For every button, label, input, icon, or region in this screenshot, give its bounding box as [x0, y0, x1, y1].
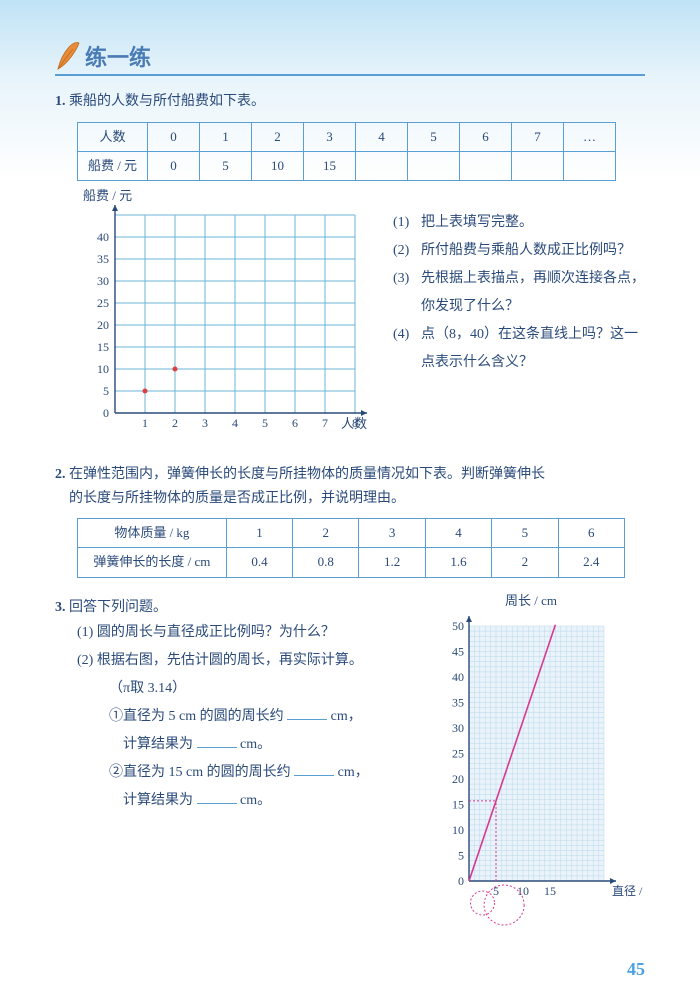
chart-x-label: 人数	[341, 413, 367, 435]
svg-text:20: 20	[452, 772, 464, 786]
svg-text:15: 15	[452, 797, 464, 811]
svg-text:30: 30	[97, 274, 109, 288]
chart-y-label: 周长 / cm	[505, 590, 557, 612]
svg-text:6: 6	[292, 416, 298, 430]
svg-text:2: 2	[172, 416, 178, 430]
svg-text:1: 1	[142, 416, 148, 430]
svg-text:35: 35	[97, 252, 109, 266]
table-row: 弹簧伸长的长度 / cm 0.4 0.8 1.2 1.6 2 2.4	[78, 548, 625, 577]
svg-text:直径 / cm: 直径 / cm	[612, 884, 645, 898]
problem-1: 1. 乘船的人数与所付船费如下表。 人数 0 1 2 3 4 5 6 7 … 船…	[55, 90, 645, 445]
svg-text:5: 5	[458, 848, 464, 862]
table-row: 船费 / 元 0 5 10 15	[78, 151, 616, 180]
svg-text:10: 10	[97, 362, 109, 376]
problem-2: 2. 在弹性范围内，弹簧伸长的长度与所挂物体的质量情况如下表。判断弹簧伸长 的长…	[55, 463, 645, 578]
svg-text:4: 4	[232, 416, 238, 430]
problem-2-text-1: 在弹性范围内，弹簧伸长的长度与所挂物体的质量情况如下表。判断弹簧伸长	[69, 467, 545, 482]
svg-text:25: 25	[97, 296, 109, 310]
problem-2-num: 2.	[55, 467, 66, 482]
table-row: 人数 0 1 2 3 4 5 6 7 …	[78, 122, 616, 151]
table-row: 物体质量 / kg 1 2 3 4 5 6	[78, 519, 625, 548]
blank[interactable]	[287, 705, 327, 720]
svg-text:40: 40	[97, 230, 109, 244]
problem-2-text-2: 的长度与所挂物体的质量是否成正比例，并说明理由。	[55, 491, 405, 506]
problem-1-chart: 船费 / 元 051015202530354012345678 人数	[73, 191, 373, 445]
problem-1-table: 人数 0 1 2 3 4 5 6 7 … 船费 / 元 0 5 10 15	[77, 122, 616, 181]
blank[interactable]	[197, 789, 237, 804]
svg-text:40: 40	[452, 670, 464, 684]
svg-text:10: 10	[452, 823, 464, 837]
svg-text:5: 5	[262, 416, 268, 430]
svg-text:45: 45	[452, 644, 464, 658]
svg-text:3: 3	[202, 416, 208, 430]
svg-text:7: 7	[322, 416, 328, 430]
page-number: 45	[627, 959, 645, 980]
blank[interactable]	[197, 733, 237, 748]
svg-text:35: 35	[452, 695, 464, 709]
svg-text:30: 30	[452, 721, 464, 735]
problem-1-text: 乘船的人数与所付船费如下表。	[69, 94, 265, 109]
problem-3-num: 3.	[55, 600, 66, 615]
feather-icon	[55, 41, 81, 71]
blank[interactable]	[294, 761, 334, 776]
problem-3: 3. 回答下列问题。 (1) 圆的周长与直径成正比例吗？为什么？ (2) 根据右…	[55, 596, 645, 935]
p3-q2a: (2) 根据右图，先估计圆的周长，再实际计算。	[77, 647, 425, 675]
p3-q2b: （π取 3.14）	[77, 675, 425, 703]
svg-text:15: 15	[544, 884, 556, 898]
problem-3-chart: 周长 / cm 0510152025303540455051015直径 / cm	[435, 596, 645, 935]
section-header: 练一练	[55, 40, 645, 76]
svg-text:5: 5	[493, 884, 499, 898]
problem-1-num: 1.	[55, 94, 66, 109]
svg-text:50: 50	[452, 619, 464, 633]
p3-q1: (1) 圆的周长与直径成正比例吗？为什么？	[77, 619, 425, 647]
chart-y-label: 船费 / 元	[83, 185, 132, 207]
section-title: 练一练	[85, 40, 151, 72]
svg-text:15: 15	[97, 340, 109, 354]
svg-text:25: 25	[452, 746, 464, 760]
svg-text:0: 0	[458, 874, 464, 888]
problem-2-table: 物体质量 / kg 1 2 3 4 5 6 弹簧伸长的长度 / cm 0.4 0…	[77, 518, 625, 577]
problem-3-text: 回答下列问题。	[69, 600, 167, 615]
svg-text:20: 20	[97, 318, 109, 332]
problem-1-questions: (1)把上表填写完整。 (2)所付船费与乘船人数成正比例吗？ (3)先根据上表描…	[393, 191, 645, 445]
svg-text:5: 5	[103, 384, 109, 398]
svg-text:0: 0	[103, 406, 109, 420]
